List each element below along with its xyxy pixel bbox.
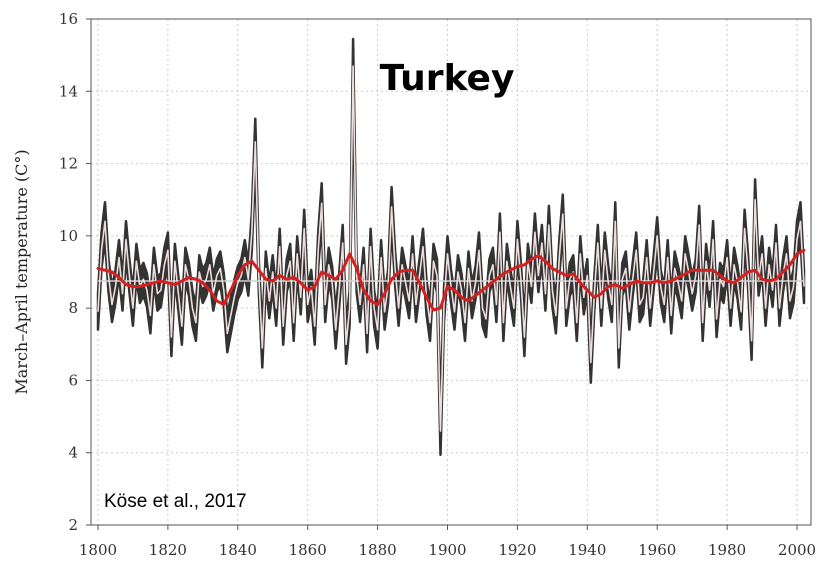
x-tick-label: 1840 [219,541,257,559]
citation-annotation: Köse et al., 2017 [104,491,247,512]
y-tick-label: 8 [68,299,78,317]
y-tick-label: 4 [68,444,78,462]
x-axis: 1800 1820 1840 1860 1880 1900 1920 1940 1960 1980… [79,525,816,559]
y-axis: 2 4 6 8 10 12 14 16 [59,10,91,534]
x-tick-label: 1960 [638,541,676,559]
chart-title: Turkey [380,58,515,99]
uncertainty-band-layer [96,37,806,457]
x-tick-label: 1800 [79,541,117,559]
x-tick-label: 1920 [498,541,536,559]
plot-frame [90,18,812,526]
x-tick-label: 2000 [778,541,816,559]
x-tick-label: 1860 [289,541,327,559]
y-tick-label: 10 [59,227,78,245]
smoothed-line [96,248,806,312]
y-tick-label: 2 [68,516,78,534]
smoothed-series-layer [96,248,806,312]
y-tick-label: 14 [59,82,78,100]
x-tick-label: 1820 [149,541,187,559]
y-tick-label: 12 [59,155,78,173]
y-tick-label: 16 [59,10,78,28]
x-tick-label: 1980 [708,541,746,559]
uncertainty-band [96,37,806,457]
annual-line [97,65,805,432]
annual-series-layer [97,65,805,432]
x-tick-label: 1940 [568,541,606,559]
x-tick-label: 1880 [359,541,397,559]
y-tick-label: 6 [68,371,78,389]
x-tick-label: 1900 [428,541,466,559]
y-axis-label: March–April temperature (C°) [12,149,31,394]
